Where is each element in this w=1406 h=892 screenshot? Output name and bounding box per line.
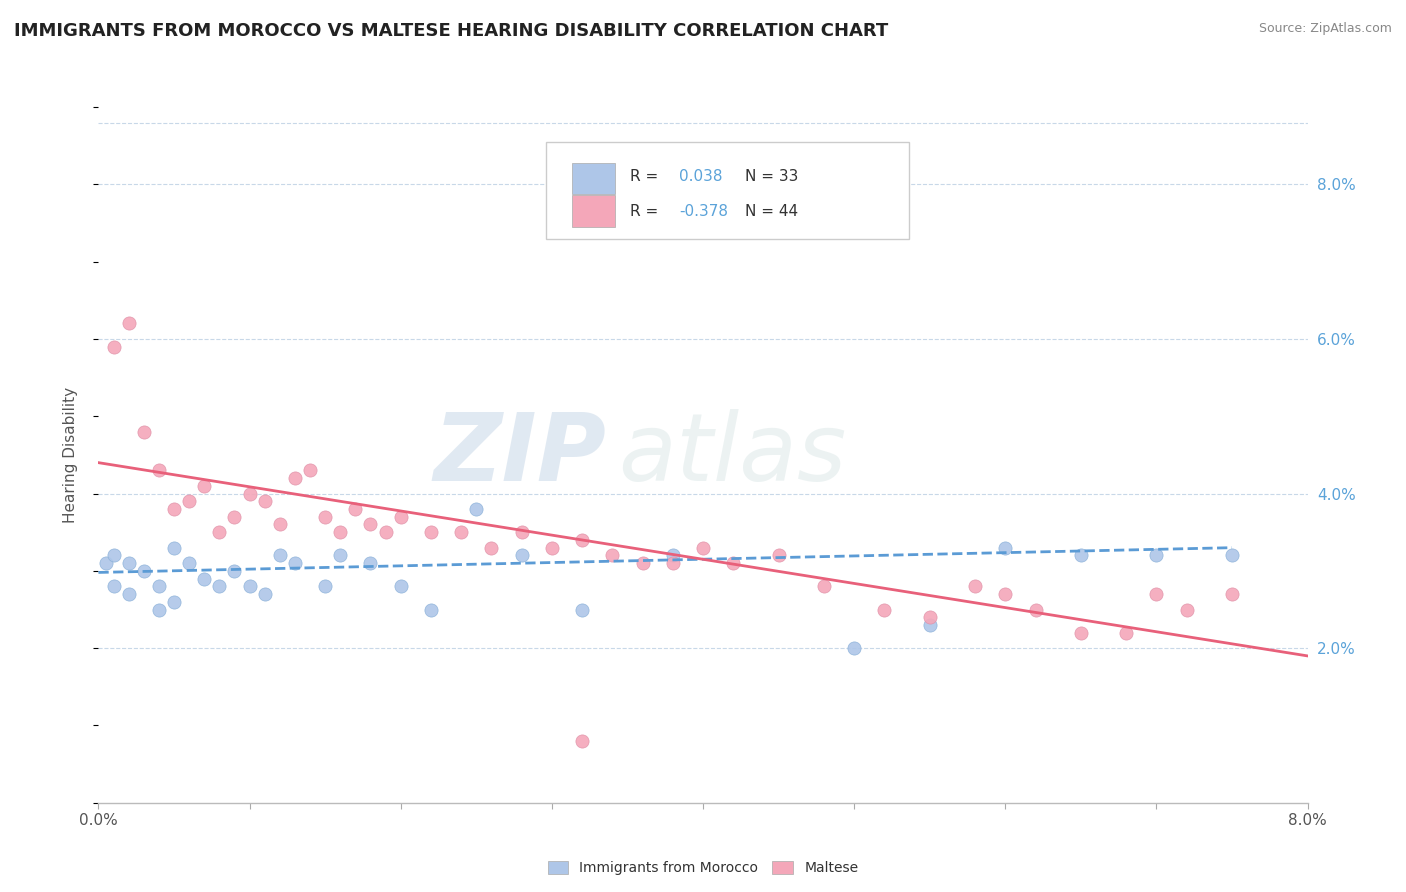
- Point: [163, 541, 186, 555]
- Point: [389, 579, 412, 593]
- Point: [329, 525, 352, 540]
- Point: [148, 463, 170, 477]
- Point: [193, 572, 215, 586]
- Text: atlas: atlas: [619, 409, 846, 500]
- Point: [224, 564, 246, 578]
- Point: [465, 502, 488, 516]
- Point: [1175, 602, 1198, 616]
- Y-axis label: Hearing Disability: Hearing Disability: [63, 387, 77, 523]
- Point: [208, 579, 231, 593]
- Point: [269, 549, 291, 563]
- Point: [103, 340, 125, 354]
- Point: [118, 317, 141, 331]
- Point: [510, 549, 533, 563]
- Point: [269, 517, 291, 532]
- Point: [1146, 587, 1168, 601]
- Point: [1115, 625, 1137, 640]
- Point: [662, 549, 685, 563]
- Point: [299, 463, 322, 477]
- Point: [239, 486, 262, 500]
- Text: R =: R =: [630, 204, 664, 219]
- Point: [481, 541, 503, 555]
- Point: [360, 517, 382, 532]
- Point: [179, 494, 201, 508]
- Point: [374, 525, 396, 540]
- Point: [1146, 549, 1168, 563]
- Point: [994, 541, 1017, 555]
- FancyBboxPatch shape: [572, 162, 614, 194]
- Point: [284, 471, 307, 485]
- Point: [148, 602, 170, 616]
- Point: [813, 579, 835, 593]
- Text: 0.038: 0.038: [679, 169, 723, 184]
- Point: [193, 479, 215, 493]
- Point: [918, 618, 941, 632]
- Point: [1070, 625, 1092, 640]
- Point: [179, 556, 201, 570]
- Point: [571, 533, 593, 547]
- Point: [389, 509, 412, 524]
- Point: [118, 556, 141, 570]
- Legend: Immigrants from Morocco, Maltese: Immigrants from Morocco, Maltese: [541, 855, 865, 880]
- Point: [208, 525, 231, 540]
- Point: [541, 541, 564, 555]
- Point: [631, 556, 654, 570]
- Point: [94, 556, 117, 570]
- Point: [118, 587, 141, 601]
- Point: [662, 556, 685, 570]
- Point: [314, 579, 336, 593]
- Point: [692, 541, 714, 555]
- Point: [420, 525, 443, 540]
- Text: IMMIGRANTS FROM MOROCCO VS MALTESE HEARING DISABILITY CORRELATION CHART: IMMIGRANTS FROM MOROCCO VS MALTESE HEARI…: [14, 22, 889, 40]
- Point: [344, 502, 367, 516]
- Point: [844, 641, 866, 656]
- Point: [148, 579, 170, 593]
- Text: -0.378: -0.378: [679, 204, 728, 219]
- Text: Source: ZipAtlas.com: Source: ZipAtlas.com: [1258, 22, 1392, 36]
- Point: [132, 564, 155, 578]
- Point: [420, 602, 443, 616]
- Point: [723, 556, 745, 570]
- Point: [253, 494, 276, 508]
- Text: ZIP: ZIP: [433, 409, 606, 501]
- Point: [768, 549, 790, 563]
- Point: [163, 502, 186, 516]
- Point: [329, 549, 352, 563]
- FancyBboxPatch shape: [546, 142, 908, 239]
- Text: R =: R =: [630, 169, 664, 184]
- Point: [873, 602, 896, 616]
- Point: [314, 509, 336, 524]
- Point: [1220, 549, 1243, 563]
- Point: [994, 587, 1017, 601]
- Point: [103, 579, 125, 593]
- Point: [918, 610, 941, 624]
- Point: [602, 549, 624, 563]
- Point: [1220, 587, 1243, 601]
- Point: [224, 509, 246, 524]
- Point: [571, 734, 593, 748]
- Point: [450, 525, 472, 540]
- Point: [132, 425, 155, 439]
- Point: [103, 549, 125, 563]
- Text: N = 33: N = 33: [745, 169, 799, 184]
- Point: [163, 595, 186, 609]
- Text: N = 44: N = 44: [745, 204, 799, 219]
- Point: [253, 587, 276, 601]
- Point: [1070, 549, 1092, 563]
- Point: [239, 579, 262, 593]
- Point: [510, 525, 533, 540]
- FancyBboxPatch shape: [572, 195, 614, 227]
- Point: [360, 556, 382, 570]
- Point: [965, 579, 987, 593]
- Point: [1025, 602, 1047, 616]
- Point: [284, 556, 307, 570]
- Point: [571, 602, 593, 616]
